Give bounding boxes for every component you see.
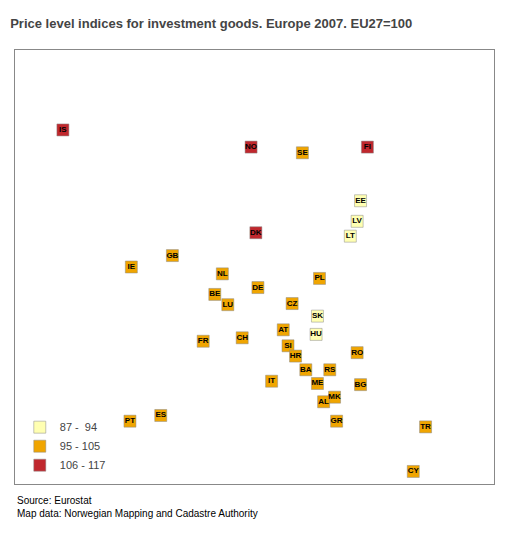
svg-text:DK: DK xyxy=(250,228,262,237)
svg-text:RS: RS xyxy=(324,365,336,374)
svg-text:HR: HR xyxy=(290,351,302,360)
svg-text:IE: IE xyxy=(128,262,136,271)
svg-text:TR: TR xyxy=(420,422,431,431)
svg-text:CZ: CZ xyxy=(287,299,298,308)
svg-text:Source: EurostatMap data: Norw: Source: EurostatMap data: Norwegian Mapp… xyxy=(17,495,258,519)
svg-text:GR: GR xyxy=(331,416,343,425)
svg-text:LV: LV xyxy=(352,216,362,225)
svg-text:PL: PL xyxy=(314,273,324,282)
svg-text:106 - 117: 106 - 117 xyxy=(60,459,106,471)
svg-text:SI: SI xyxy=(284,341,292,350)
svg-text:IS: IS xyxy=(59,125,67,134)
svg-text:BG: BG xyxy=(355,380,367,389)
svg-text:IT: IT xyxy=(268,376,275,385)
svg-text:CY: CY xyxy=(408,466,420,475)
svg-text:LU: LU xyxy=(222,300,233,309)
svg-text:Price level indices for invest: Price level indices for investment goods… xyxy=(10,16,412,31)
svg-text:RO: RO xyxy=(351,348,363,357)
svg-text:DE: DE xyxy=(252,283,264,292)
svg-text:NL: NL xyxy=(217,269,228,278)
svg-text:87 - 94: 87 - 94 xyxy=(60,421,97,433)
svg-text:SE: SE xyxy=(297,148,308,157)
svg-text:FI: FI xyxy=(364,142,371,151)
svg-text:NO: NO xyxy=(245,142,257,151)
svg-text:MK: MK xyxy=(328,392,341,401)
svg-text:GB: GB xyxy=(166,251,178,260)
svg-text:SK: SK xyxy=(312,311,323,320)
svg-text:95 - 105: 95 - 105 xyxy=(60,440,100,452)
svg-text:LT: LT xyxy=(346,231,355,240)
svg-text:AL: AL xyxy=(318,397,329,406)
svg-text:EE: EE xyxy=(355,196,366,205)
svg-text:HU: HU xyxy=(310,329,322,338)
svg-text:FR: FR xyxy=(198,336,209,345)
svg-text:CH: CH xyxy=(236,333,248,342)
svg-text:AT: AT xyxy=(278,325,288,334)
svg-text:ES: ES xyxy=(155,410,166,419)
svg-text:BE: BE xyxy=(209,289,221,298)
svg-text:PT: PT xyxy=(125,416,135,425)
svg-text:ME: ME xyxy=(311,378,324,387)
svg-text:BA: BA xyxy=(300,365,312,374)
